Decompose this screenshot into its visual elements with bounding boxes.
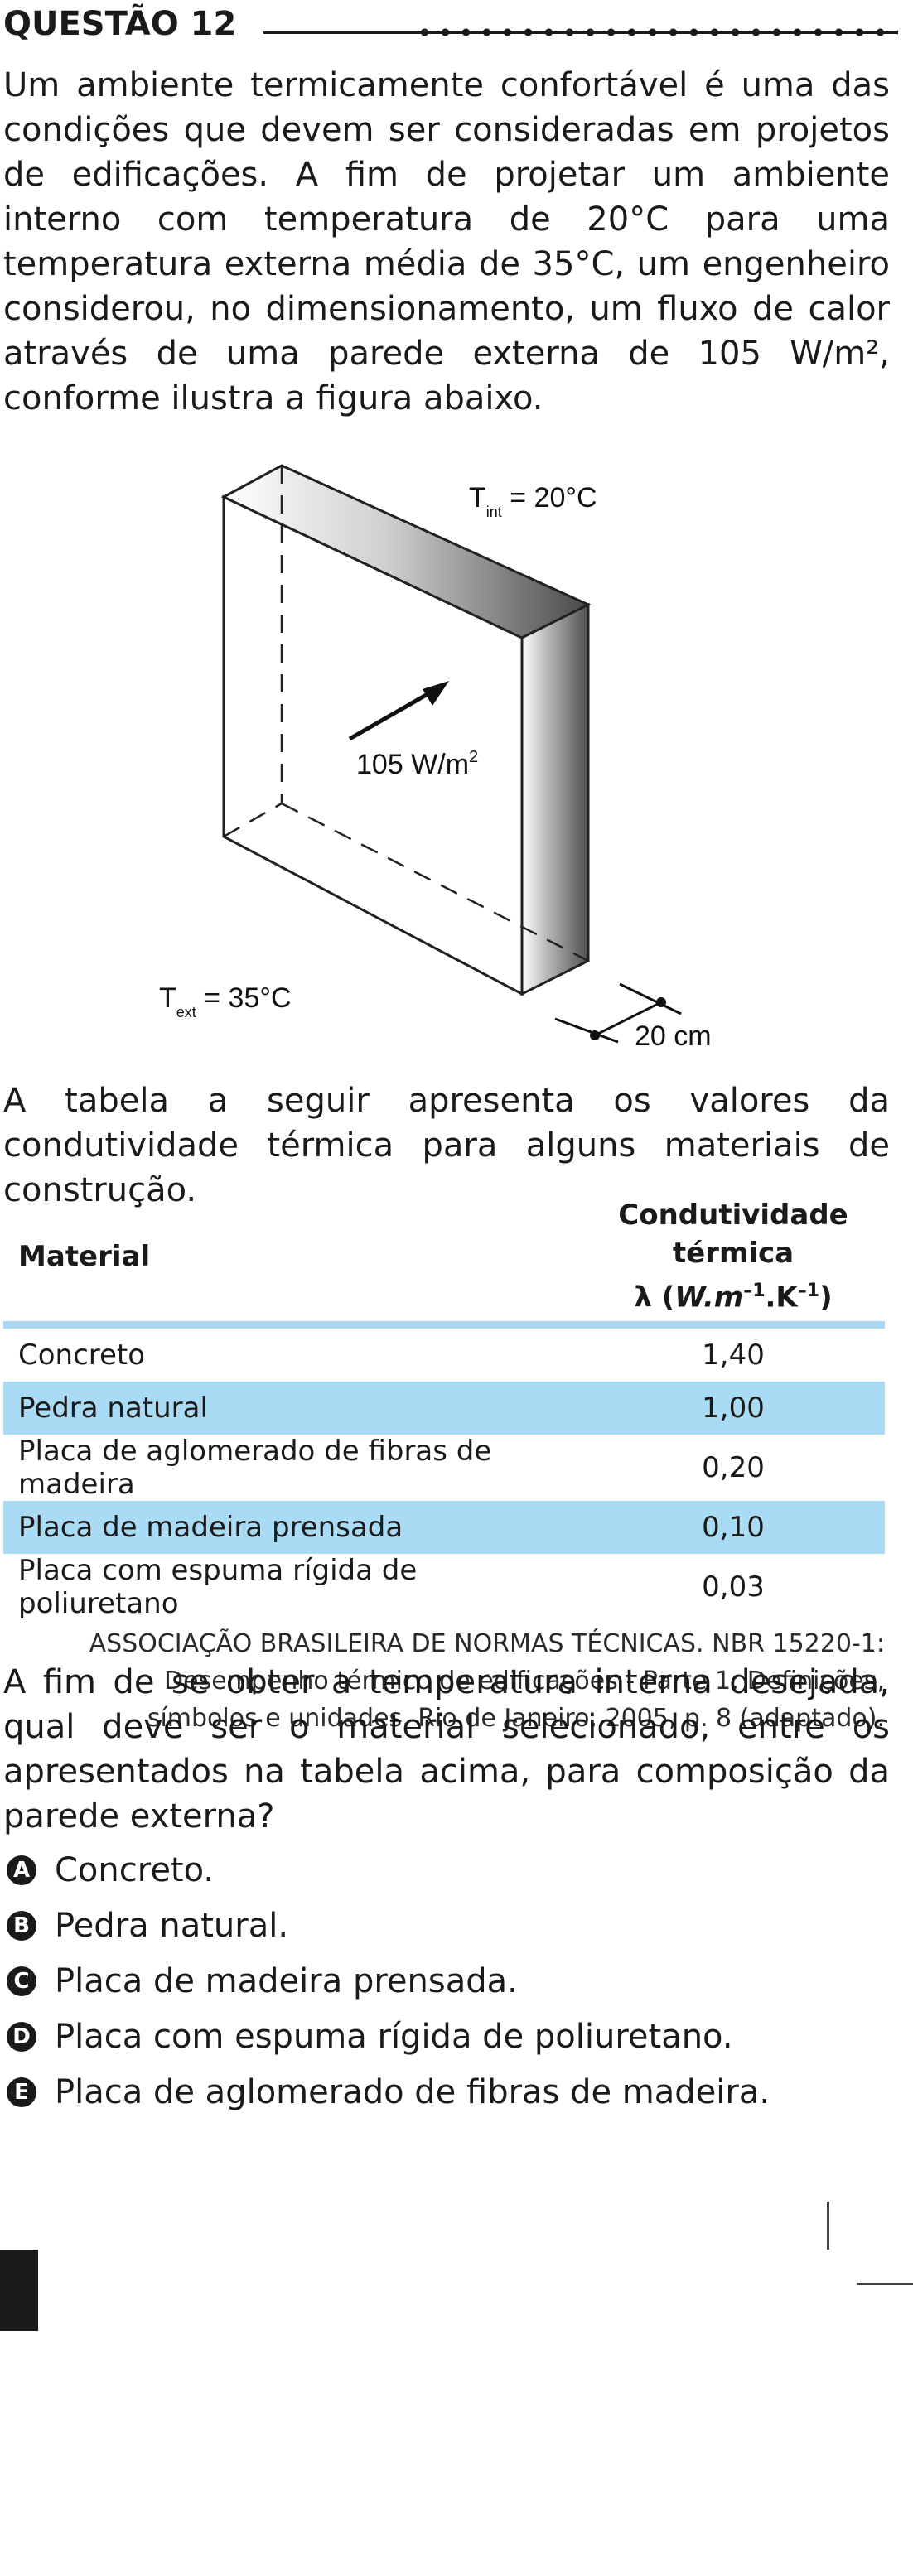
header-cond-w: W.m [674,1281,744,1315]
t-int-label: Tint = 20°C [469,482,597,520]
t-ext-label: Text = 35°C [159,982,292,1020]
dimension-dot-left [590,1030,600,1040]
option-text: Placa de madeira prensada. [55,1961,518,2000]
cell-value: 0,10 [582,1501,885,1555]
header-conductivity: Condutividade térmica λ (W.m–1.K–1) [582,1191,885,1325]
dimension-tick-left [554,1017,619,1044]
question-intro: Um ambiente termicamente confortável é u… [3,66,890,417]
answer-options: A Concreto. B Pedra natural. C Placa de … [7,1842,901,2120]
source-line-3: símbolos e unidades. Rio de Janeiro, 200… [147,1704,885,1733]
table-row: Placa de madeira prensada 0,10 [3,1501,885,1555]
question-prompt: A fim de se obter a temperatura interna … [3,1663,890,1836]
option-letter-badge: C [7,1966,36,1996]
option-c[interactable]: C Placa de madeira prensada. [7,1953,901,2009]
option-b[interactable]: B Pedra natural. [7,1898,901,1953]
t-ext-subscript: ext [176,1004,196,1020]
flux-value: 105 W/m [356,749,469,780]
header-dotted-rule [414,27,898,38]
option-letter-badge: D [7,2021,36,2052]
header-cond-exp1: –1 [743,1281,766,1301]
option-a[interactable]: A Concreto. [7,1842,901,1898]
cell-material: Placa com espuma rígida de poliuretano [18,1554,418,1621]
hidden-edge-back-left [223,802,283,838]
option-text: Placa com espuma rígida de poliuretano. [55,2017,733,2056]
option-d[interactable]: D Placa com espuma rígida de poliuretano… [7,2009,901,2064]
option-text: Placa de aglomerado de fibras de madeira… [55,2072,770,2111]
table-row: Pedra natural 1,00 [3,1382,885,1435]
question-title: QUESTÃO 12 [3,5,237,43]
table-row: Concreto 1,40 [3,1325,885,1382]
heat-flux-arrow [348,685,441,741]
option-letter-badge: B [7,1910,36,1941]
option-text: Concreto. [55,1850,215,1889]
question-header: QUESTÃO 12 [3,2,898,51]
cell-value: 1,00 [582,1382,885,1435]
source-citation: ASSOCIAÇÃO BRASILEIRA DE NORMAS TÉCNICAS… [50,1625,885,1737]
option-e[interactable]: E Placa de aglomerado de fibras de madei… [7,2064,901,2120]
flux-label: 105 W/m2 [356,748,478,780]
cell-material: Pedra natural [3,1382,582,1435]
dimension-dot-right [656,997,666,1007]
source-line-1: ASSOCIAÇÃO BRASILEIRA DE NORMAS TÉCNICAS… [89,1629,885,1658]
cell-material: Placa de aglomerado de fibras de madeira [18,1435,492,1502]
cell-value: 1,40 [702,1339,765,1372]
dimension-line [594,1001,662,1037]
option-letter-badge: A [7,1855,36,1885]
header-cond-close: ) [819,1281,833,1315]
header-cond-lambda: λ ( [634,1281,675,1315]
header-cond-line3: λ (W.m–1.K–1) [597,1272,870,1316]
page-margin-mark [827,2202,829,2250]
page-margin-rule [857,2283,913,2285]
dimension-tick-right [619,982,682,1015]
header-cond-exp2: –1 [797,1281,820,1301]
t-ext-value: = 35°C [196,982,292,1014]
header-cond-k: .K [765,1281,798,1315]
t-int-value: = 20°C [502,482,597,514]
header-material: Material [18,1239,151,1273]
page-edge-tab [0,2250,38,2331]
wall-side-face [520,602,590,996]
header-cond-line2: térmica [672,1237,795,1270]
flux-exponent: 2 [469,748,478,766]
cell-material: Concreto [18,1339,146,1372]
table-row: Placa com espuma rígida de poliuretano 0… [3,1554,885,1620]
cell-value: 0,20 [702,1451,765,1485]
heat-flux-arrowhead [423,681,449,706]
source-line-2: Desempenho térmico de edificações - Part… [164,1667,885,1696]
thickness-label: 20 cm [635,1020,712,1052]
table-row: Placa de aglomerado de fibras de madeira… [3,1435,885,1501]
table-intro: A tabela a seguir apresenta os valores d… [3,1082,890,1209]
cell-material: Placa de madeira prensada [3,1501,582,1555]
materials-table: Material Condutividade térmica λ (W.m–1.… [3,1191,885,1620]
t-ext-symbol: T [159,982,176,1014]
option-text: Pedra natural. [55,1906,289,1945]
header-cond-line1: Condutividade [618,1199,848,1232]
t-int-symbol: T [469,482,486,514]
table-header-row: Material Condutividade térmica λ (W.m–1.… [3,1191,885,1325]
t-int-subscript: int [486,504,502,520]
option-letter-badge: E [7,2077,36,2107]
cell-value: 0,03 [702,1570,765,1604]
wall-figure: 105 W/m2 Tint = 20°C Text = 35°C 20 cm [159,464,712,1052]
